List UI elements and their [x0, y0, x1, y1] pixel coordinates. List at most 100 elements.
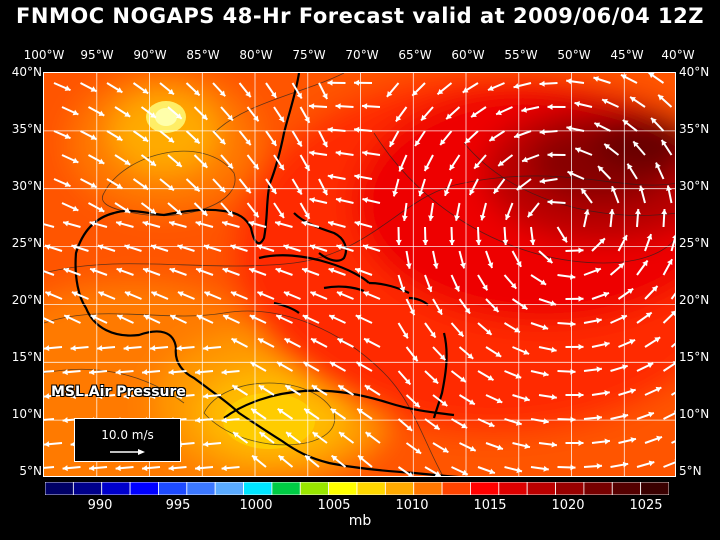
- wind-arrowhead: [454, 215, 460, 221]
- wind-arrowhead: [253, 115, 259, 122]
- wind-arrowhead: [115, 369, 121, 376]
- wind-arrowhead: [248, 220, 255, 227]
- wind-arrowhead: [64, 85, 71, 91]
- unit-label: mb: [348, 513, 372, 529]
- lat-label: 5°N: [679, 464, 702, 478]
- wind-arrowhead: [648, 411, 654, 418]
- wind-arrowhead: [656, 435, 662, 442]
- wind-arrowhead: [596, 317, 602, 324]
- wind-arrowhead: [230, 291, 237, 297]
- wind-arrowhead: [570, 416, 576, 423]
- wind-arrowhead: [661, 209, 668, 215]
- wind-arrowhead: [150, 160, 156, 166]
- wind-arrowhead: [521, 106, 527, 113]
- wind-arrowhead: [575, 147, 581, 153]
- wind-arrowhead: [339, 432, 345, 438]
- wind-arrowhead: [328, 267, 335, 274]
- wind-arrowhead: [201, 162, 208, 168]
- wind-arrowhead: [596, 463, 602, 469]
- wind-arrowhead: [441, 400, 448, 406]
- wind-arrowhead: [457, 330, 464, 337]
- wind-arrowhead: [201, 210, 208, 216]
- wind-arrowhead: [328, 220, 334, 227]
- wind-arrowhead: [176, 345, 182, 352]
- wind-arrowhead: [604, 390, 610, 396]
- wind-arrowhead: [430, 331, 436, 338]
- wind-arrowhead: [90, 182, 97, 188]
- colorbar-swatch: [299, 482, 330, 495]
- wind-arrowhead: [666, 185, 672, 191]
- wind-arrowhead: [257, 291, 264, 297]
- wind-arrowhead: [492, 306, 499, 312]
- wind-arrowhead: [203, 393, 209, 400]
- wind-arrowhead: [195, 417, 201, 424]
- wind-arrowhead: [392, 190, 399, 197]
- wind-arrowhead: [296, 140, 302, 147]
- wind-arrowhead: [142, 184, 149, 190]
- wind-arrowhead: [169, 220, 175, 227]
- wind-arrowhead: [301, 220, 308, 227]
- wind-arrowhead: [63, 267, 70, 274]
- lon-label: 40°W: [661, 48, 695, 62]
- wind-arrowhead: [72, 205, 79, 212]
- lat-label: 35°N: [11, 122, 42, 136]
- wind-arrowhead: [599, 238, 605, 245]
- wind-arrowhead: [327, 126, 333, 133]
- wind-arrowhead: [570, 464, 576, 471]
- lon-label: 65°W: [398, 48, 432, 62]
- colorbar-swatch: [470, 482, 500, 495]
- pressure-map[interactable]: [43, 72, 676, 477]
- wind-arrowhead: [62, 369, 68, 376]
- colorbar-swatch: [583, 482, 613, 495]
- wind-arrowhead: [570, 321, 576, 327]
- wind-arrowhead: [406, 425, 413, 431]
- wind-arrowhead: [336, 197, 342, 203]
- wind-arrowhead: [230, 244, 236, 250]
- wind-arrowhead: [622, 120, 629, 126]
- wind-arrowhead: [467, 353, 474, 359]
- wind-arrowhead: [432, 377, 439, 384]
- lat-label: 30°N: [11, 179, 42, 193]
- wind-arrowhead: [219, 186, 226, 193]
- reference-vector-label: 10.0 m/s: [101, 428, 154, 442]
- wind-arrowhead: [487, 375, 494, 381]
- wind-arrowhead: [175, 161, 182, 167]
- wind-arrowhead: [354, 220, 361, 227]
- wind-arrowhead: [221, 369, 227, 376]
- wind-arrowhead: [516, 261, 522, 267]
- wind-arrowhead: [551, 441, 557, 448]
- wind-arrowhead: [227, 210, 233, 217]
- wind-arrowhead: [329, 314, 335, 321]
- wind-arrowhead: [424, 165, 430, 171]
- wind-arrowhead: [336, 291, 343, 297]
- wind-arrowhead: [401, 215, 408, 221]
- wind-arrowhead: [497, 444, 503, 451]
- wind-arrow: [662, 362, 675, 372]
- wind-arrowhead: [250, 361, 257, 368]
- colorbar-tick-label: 1005: [317, 498, 351, 513]
- wind-arrowhead: [357, 408, 363, 415]
- wind-arrowhead: [124, 159, 131, 165]
- wind-arrowhead: [355, 314, 362, 321]
- lon-label: 85°W: [186, 48, 220, 62]
- wind-arrowhead: [622, 235, 628, 241]
- lat-label: 35°N: [679, 122, 710, 136]
- wind-arrowhead: [604, 143, 611, 150]
- wind-arrowhead: [598, 166, 604, 172]
- wind-arrowhead: [72, 109, 79, 116]
- wind-arrowhead: [97, 345, 103, 352]
- wind-arrow: [44, 317, 55, 324]
- wind-arrowhead: [44, 244, 51, 250]
- wind-arrowhead: [278, 116, 284, 122]
- wind-arrow: [671, 440, 675, 444]
- wind-arrowhead: [602, 98, 608, 105]
- wind-arrowhead: [581, 188, 587, 195]
- wind-arrowhead: [304, 116, 310, 123]
- wind-arrowhead: [611, 186, 617, 192]
- wind-arrowhead: [412, 90, 418, 96]
- wind-arrowhead: [364, 338, 370, 344]
- wind-arrowhead: [337, 338, 344, 344]
- wind-arrowhead: [529, 239, 536, 245]
- lon-label: 70°W: [345, 48, 379, 62]
- wind-arrowhead: [296, 188, 302, 195]
